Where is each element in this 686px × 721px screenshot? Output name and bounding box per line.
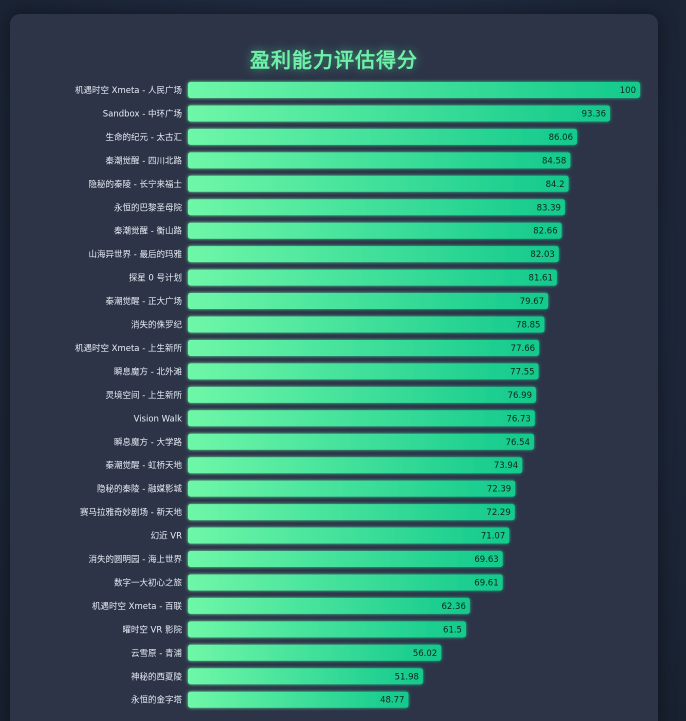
bar <box>188 105 610 122</box>
category-label: 赛马拉雅奇妙剧场 - 新天地 <box>80 507 182 518</box>
value-label: 79.67 <box>520 297 544 307</box>
bar <box>188 457 523 474</box>
bars-group: 机遇时空 Xmeta - 人民广场 100 Sandbox - 中环广场 93.36 生… <box>75 82 640 708</box>
bar <box>188 621 466 638</box>
value-label: 51.98 <box>395 672 419 682</box>
bar <box>188 293 549 310</box>
value-label: 84.58 <box>542 156 566 166</box>
bar <box>188 316 545 333</box>
value-label: 77.66 <box>511 344 535 354</box>
bar <box>188 82 640 98</box>
value-label: 81.61 <box>529 274 553 284</box>
category-label: 云雪原 - 青浦 <box>131 648 182 659</box>
category-label: 隐秘的秦陵 - 长宁来福士 <box>89 179 183 190</box>
value-label: 76.73 <box>506 414 530 424</box>
category-label: 隐秘的秦陵 - 融媒影城 <box>97 484 182 495</box>
bar <box>188 222 562 239</box>
bar <box>188 480 516 497</box>
category-label: 探星 0 号计划 <box>129 273 182 284</box>
category-label: 生命的纪元 - 太古汇 <box>106 132 183 143</box>
category-label: 幻近 VR <box>151 531 183 542</box>
category-label: Sandbox - 中环广场 <box>103 108 182 119</box>
value-label: 56.02 <box>413 649 437 659</box>
bar <box>188 644 442 661</box>
category-label: 永恒的巴黎圣母院 <box>114 202 183 213</box>
bar <box>188 386 536 403</box>
value-label: 72.39 <box>487 485 511 495</box>
bar <box>188 128 577 145</box>
bar <box>188 597 470 614</box>
value-label: 78.85 <box>516 321 540 331</box>
bar <box>188 269 557 286</box>
bar <box>188 175 569 192</box>
bar <box>188 504 515 521</box>
category-label: Vision Walk <box>134 414 183 424</box>
category-label: 数字一大初心之旅 <box>114 577 183 588</box>
bar <box>188 410 535 427</box>
value-label: 76.54 <box>506 438 530 448</box>
value-label: 83.39 <box>537 203 561 213</box>
bar <box>188 691 409 708</box>
category-label: 灵境空间 - 上生新所 <box>106 390 183 401</box>
value-label: 76.99 <box>508 391 532 401</box>
value-label: 82.66 <box>533 227 557 237</box>
category-label: 秦潮觉醒 - 四川北路 <box>106 155 183 166</box>
value-label: 93.36 <box>582 109 606 119</box>
value-label: 72.29 <box>486 508 510 518</box>
category-label: 山海异世界 - 最后的玛雅 <box>89 249 183 260</box>
category-label: 瞬息魔方 - 北外滩 <box>114 366 182 377</box>
value-label: 71.07 <box>481 532 505 542</box>
category-label: 神秘的西夏陵 <box>131 671 183 682</box>
category-label: 机遇时空 Xmeta - 人民广场 <box>75 85 182 96</box>
value-label: 69.63 <box>474 555 498 565</box>
value-label: 82.03 <box>530 250 554 260</box>
bar <box>188 433 534 450</box>
bar <box>188 339 540 356</box>
value-label: 77.55 <box>510 367 534 377</box>
value-label: 100 <box>620 86 636 96</box>
bar <box>188 152 571 169</box>
value-label: 62.36 <box>442 602 466 612</box>
bar <box>188 363 539 380</box>
category-label: 秦潮觉醒 - 衡山路 <box>114 226 182 237</box>
category-label: 秦潮觉醒 - 虹桥天地 <box>106 460 183 471</box>
category-label: 消失的圆明园 - 海上世界 <box>89 554 183 565</box>
category-label: 曜时空 VR 影院 <box>122 624 182 635</box>
category-label: 机遇时空 Xmeta - 百联 <box>92 601 183 612</box>
bar <box>188 199 565 216</box>
value-label: 73.94 <box>494 461 518 471</box>
value-label: 86.06 <box>549 133 573 143</box>
category-label: 永恒的金字塔 <box>131 695 183 706</box>
bar <box>188 668 423 685</box>
category-label: 秦潮觉醒 - 正大广场 <box>106 296 182 307</box>
chart-title: 盈利能力评估得分 <box>250 48 418 72</box>
bar <box>188 527 510 544</box>
value-label: 48.77 <box>380 696 404 706</box>
category-label: 机遇时空 Xmeta - 上生新所 <box>75 343 183 354</box>
value-label: 61.5 <box>443 625 462 635</box>
bar <box>188 551 503 567</box>
category-label: 瞬息魔方 - 大学路 <box>114 437 182 448</box>
bar <box>188 574 503 591</box>
value-label: 69.61 <box>474 578 498 588</box>
value-label: 84.2 <box>546 180 565 190</box>
category-label: 消失的侏罗纪 <box>131 320 183 331</box>
bar <box>188 246 559 263</box>
